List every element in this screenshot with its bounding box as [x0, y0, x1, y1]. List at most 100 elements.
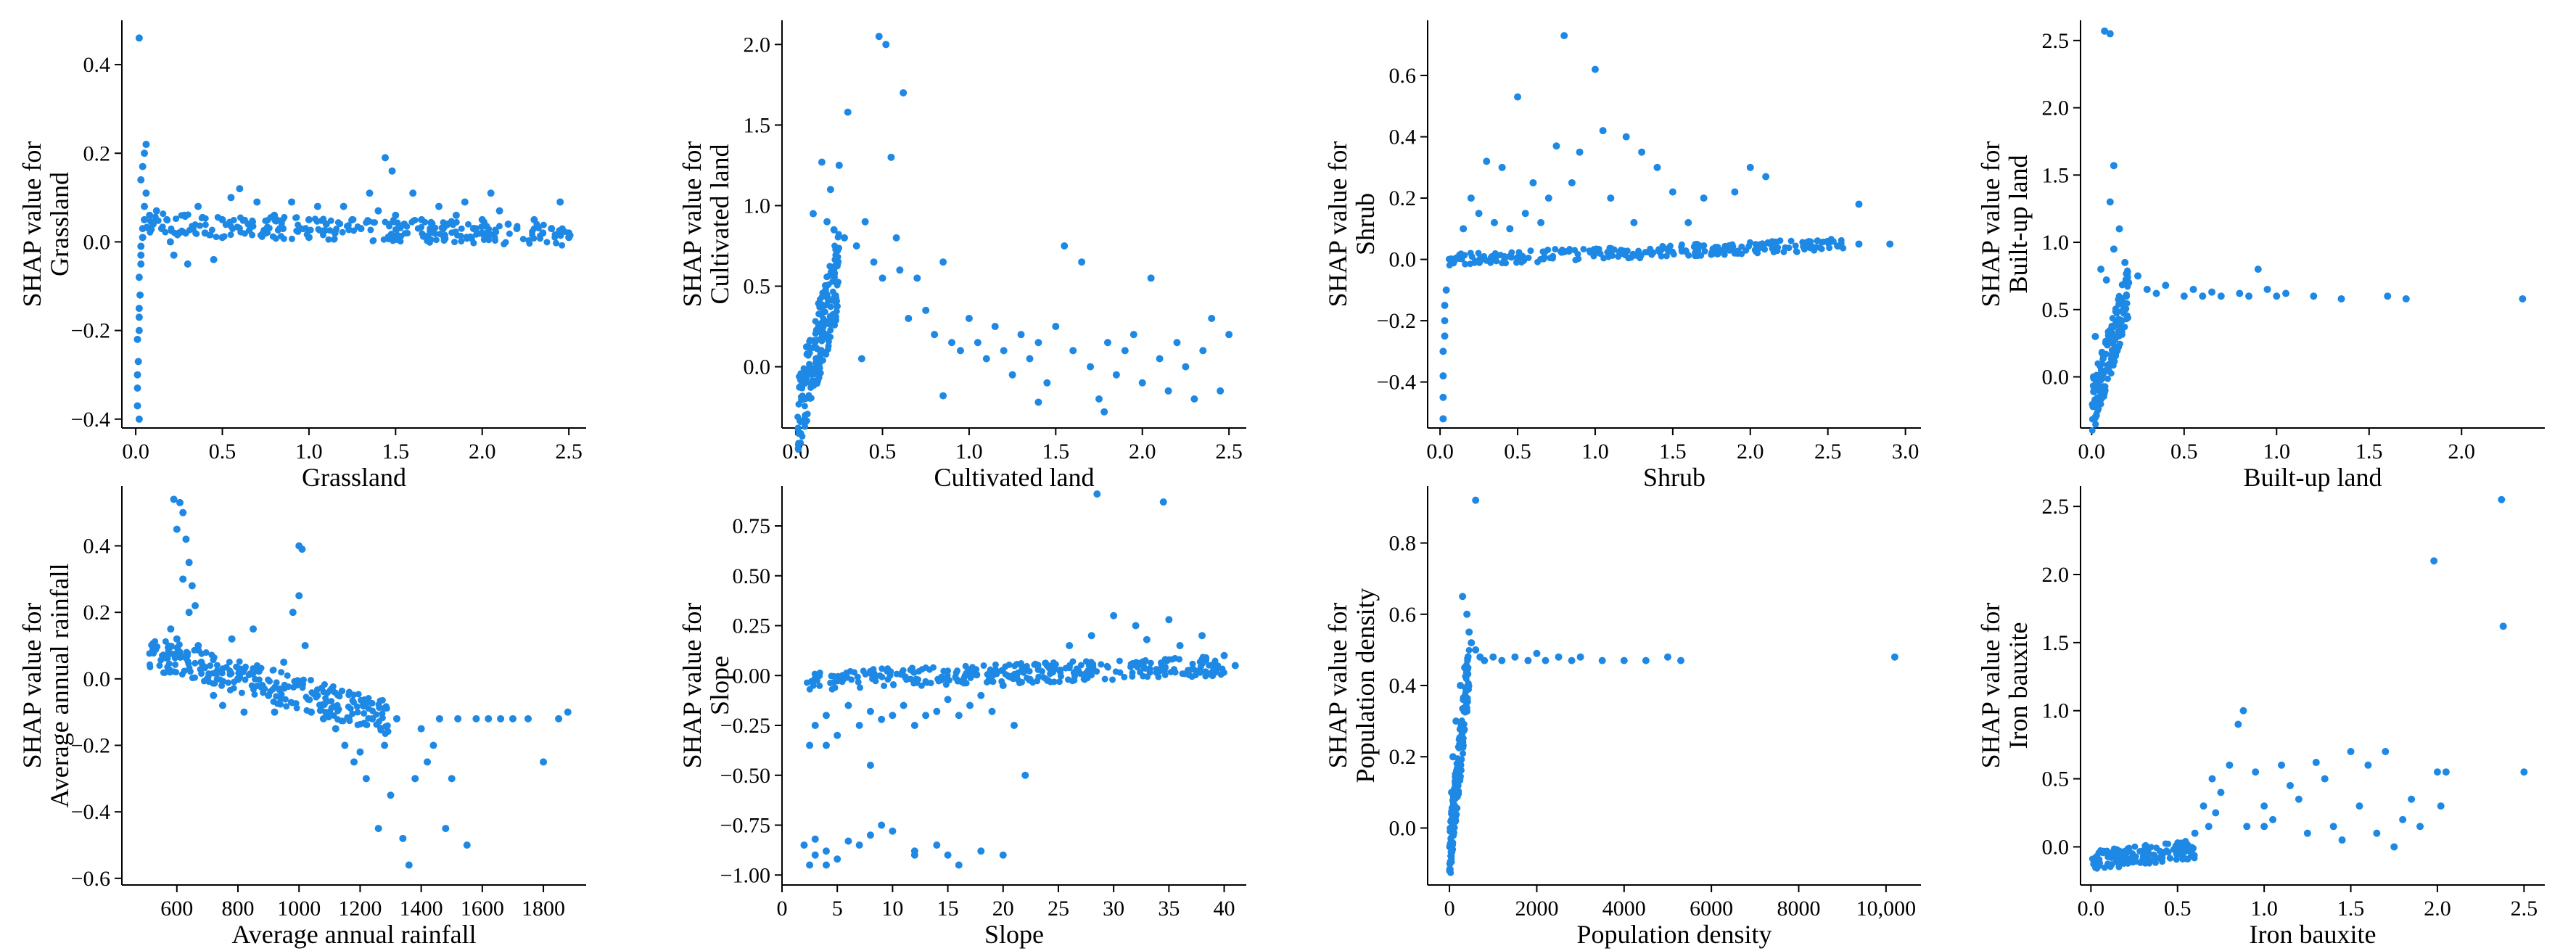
data-point [409, 189, 417, 197]
x-tick-label: 2.0 [1129, 440, 1156, 464]
y-axis-title-line-2: Population density [1351, 588, 1380, 783]
data-point [2121, 324, 2128, 331]
y-tick-label: −0.75 [720, 814, 770, 838]
data-point [504, 221, 512, 228]
scatter-points [1446, 496, 1898, 876]
data-point [988, 707, 996, 715]
data-point [381, 154, 389, 162]
data-point [2115, 225, 2123, 233]
x-tick-label: 25 [1048, 897, 1069, 921]
data-point [1071, 670, 1078, 678]
data-point [980, 662, 987, 670]
data-point [360, 701, 367, 708]
data-point [313, 691, 321, 699]
y-tick-label: 0.2 [1389, 745, 1417, 769]
data-point [1147, 274, 1155, 282]
y-tick-label: 0.6 [1389, 64, 1417, 88]
data-point [1017, 331, 1025, 339]
data-point [1441, 301, 1449, 309]
data-point [244, 221, 252, 228]
x-axis-title: Population density [1577, 920, 1772, 949]
data-point [1198, 632, 1206, 640]
data-point [1159, 498, 1167, 506]
data-point [852, 242, 860, 250]
data-point [241, 230, 248, 237]
data-point [364, 217, 371, 224]
data-point [2286, 781, 2294, 789]
data-point [1460, 705, 1467, 712]
data-point [2278, 761, 2286, 769]
data-point [278, 669, 285, 676]
data-point [2347, 748, 2355, 756]
data-point [1129, 331, 1137, 339]
data-point [559, 242, 566, 249]
data-point [539, 229, 547, 237]
data-point [293, 704, 300, 712]
x-tick-label: 0 [1444, 897, 1455, 921]
data-point [1714, 244, 1721, 251]
data-point [166, 238, 174, 246]
data-point [266, 224, 273, 231]
data-point [2199, 292, 2207, 300]
data-point [1838, 236, 1845, 244]
data-point [186, 664, 193, 672]
data-point [1591, 65, 1599, 73]
data-point [1481, 656, 1489, 664]
data-point [1449, 831, 1456, 839]
data-point [350, 227, 358, 234]
panel-3: 0.0 0.5 1.0 1.5 2.0 2.5 3.0 −0.4 −0.2 0.0 0.2 0.4 0.… [1323, 20, 1921, 492]
data-point [313, 218, 321, 225]
data-point [922, 306, 930, 314]
data-point [820, 315, 827, 322]
data-point [146, 211, 154, 219]
data-point [133, 371, 141, 379]
y-axis-title-line-2: Average annual rainfall [45, 563, 74, 807]
y-tick-label: 0.0 [2042, 366, 2070, 390]
data-point [202, 664, 209, 671]
data-point [305, 234, 313, 242]
data-point [2091, 413, 2099, 421]
data-point [2108, 860, 2115, 868]
x-tick-label: 2.0 [2448, 440, 2476, 464]
data-point [1471, 258, 1478, 265]
data-point [530, 235, 538, 242]
data-point [2399, 815, 2407, 823]
data-point [141, 149, 149, 157]
data-point [933, 841, 941, 849]
data-point [133, 335, 141, 343]
data-point [172, 661, 179, 668]
data-point [336, 693, 343, 700]
data-point [2260, 802, 2268, 810]
data-point [1439, 393, 1447, 401]
data-point [1071, 677, 1078, 684]
data-point [855, 678, 862, 686]
data-point [834, 263, 841, 270]
data-point [876, 672, 884, 679]
data-point [2089, 373, 2097, 381]
data-point [374, 825, 382, 833]
data-point [999, 682, 1007, 689]
data-point [1472, 496, 1480, 504]
x-tick-label: 30 [1103, 897, 1124, 921]
data-point [1626, 254, 1634, 261]
y-tick-label: −0.4 [1377, 371, 1416, 395]
data-point [802, 374, 809, 381]
panel-4: 0.0 0.5 1.0 1.5 2.0 0.0 0.5 1.0 1.5 2.0 2.5 Built-u… [1976, 20, 2545, 492]
y-tick-label: 0.0 [744, 355, 771, 379]
data-point [369, 715, 376, 722]
data-point [339, 229, 346, 236]
panel-2: 0.00.51.01.52.02.50.00.51.01.52.0Cultiva… [678, 20, 1246, 492]
data-point [565, 234, 573, 242]
data-point [366, 189, 374, 197]
data-point [2110, 245, 2118, 253]
y-tick-label: 2.5 [2042, 29, 2070, 53]
data-point [229, 225, 236, 232]
data-point [875, 33, 883, 41]
data-point [1600, 255, 1608, 262]
data-point [816, 682, 823, 689]
data-point [397, 238, 404, 245]
data-point [1622, 133, 1630, 141]
data-point [818, 293, 826, 300]
data-point [1467, 194, 1475, 202]
data-point [1521, 210, 1529, 218]
